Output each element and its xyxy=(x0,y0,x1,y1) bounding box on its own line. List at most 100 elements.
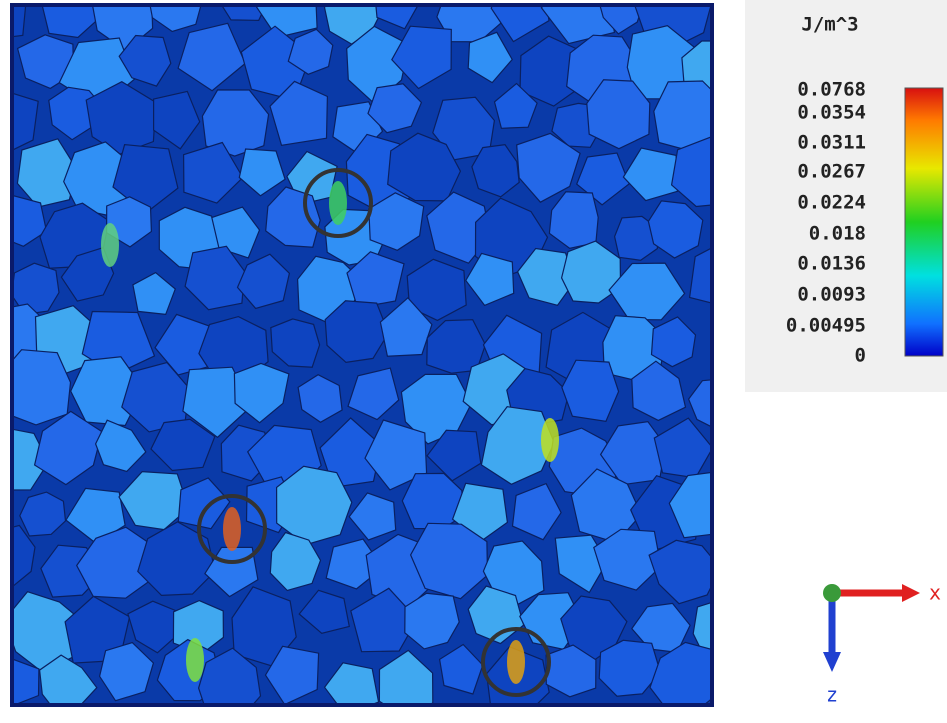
grain xyxy=(648,539,712,605)
grain xyxy=(471,144,520,198)
grain xyxy=(586,79,651,150)
legend-label: 0.0768 xyxy=(797,79,866,101)
grain xyxy=(12,5,27,38)
grain xyxy=(426,429,482,482)
grain xyxy=(467,31,513,84)
grain xyxy=(653,417,712,479)
grain xyxy=(65,487,126,545)
legend-label: 0.0267 xyxy=(797,161,866,183)
grain xyxy=(98,641,155,702)
grain xyxy=(368,192,425,251)
hot-spot xyxy=(101,223,119,267)
grain xyxy=(647,200,704,259)
grain xyxy=(668,471,712,539)
grain xyxy=(238,148,286,197)
grain xyxy=(297,374,343,424)
grain xyxy=(41,5,100,39)
grain xyxy=(688,247,712,304)
grain xyxy=(149,5,202,33)
grain xyxy=(391,25,452,90)
grain xyxy=(650,316,697,368)
grain xyxy=(348,492,397,541)
grain xyxy=(197,647,262,705)
grain xyxy=(236,253,291,310)
grain xyxy=(233,362,290,424)
grain xyxy=(132,271,177,316)
y-axis-dot xyxy=(823,584,841,602)
grain xyxy=(692,601,712,660)
grain xyxy=(254,5,318,39)
grain xyxy=(575,152,630,206)
legend-label: 0.0136 xyxy=(797,253,866,275)
grain xyxy=(12,659,40,705)
grain xyxy=(112,143,179,214)
grain xyxy=(85,81,157,155)
hot-spot xyxy=(329,181,347,225)
grain xyxy=(548,191,599,249)
grain xyxy=(319,417,382,488)
legend-label: 0.0224 xyxy=(797,192,866,214)
hot-spot xyxy=(223,507,241,551)
highlight-circle xyxy=(303,168,373,238)
grain xyxy=(264,645,320,705)
color-bar xyxy=(904,87,944,357)
grain xyxy=(465,252,515,307)
grain xyxy=(182,141,244,204)
grain xyxy=(220,5,267,22)
grain xyxy=(12,92,39,151)
grain xyxy=(16,34,75,90)
x-axis-label: x xyxy=(929,581,941,605)
legend-unit: J/m^3 xyxy=(801,14,858,36)
field-border xyxy=(10,3,714,707)
grain xyxy=(367,83,423,134)
legend-label: 0 xyxy=(855,345,866,367)
grain xyxy=(94,419,147,473)
hot-spot xyxy=(507,640,525,684)
grain xyxy=(269,531,322,592)
grain xyxy=(493,82,538,129)
grain xyxy=(670,136,712,208)
grain xyxy=(599,5,644,35)
grain xyxy=(378,649,434,705)
grain xyxy=(12,524,36,588)
grain xyxy=(404,592,460,650)
grain xyxy=(608,262,686,321)
grain xyxy=(379,296,433,357)
grain xyxy=(64,595,131,664)
hot-spot xyxy=(541,418,559,462)
highlight-circle xyxy=(481,627,551,697)
grain xyxy=(118,34,172,87)
grain xyxy=(270,318,321,368)
grain xyxy=(298,589,350,634)
z-arrowhead xyxy=(823,652,841,672)
grain xyxy=(19,491,67,537)
grain xyxy=(631,360,687,422)
z-axis-label: z xyxy=(826,683,838,707)
axis-triad: x z xyxy=(823,581,941,707)
grain xyxy=(12,262,60,315)
grain xyxy=(364,419,428,491)
legend-label: 0.018 xyxy=(809,223,866,245)
field-view xyxy=(12,5,712,705)
grain xyxy=(438,643,484,695)
grain xyxy=(269,80,329,146)
grain xyxy=(347,367,400,421)
grain xyxy=(649,641,712,705)
grain xyxy=(150,418,216,472)
legend-label: 0.00495 xyxy=(786,315,866,337)
grain xyxy=(33,410,103,486)
legend-label: 0.0093 xyxy=(797,284,866,306)
grain xyxy=(400,373,473,445)
highlight-circle xyxy=(197,494,267,564)
grain xyxy=(323,662,380,705)
hot-spot xyxy=(186,638,204,682)
legend-label: 0.0354 xyxy=(797,102,866,124)
x-arrowhead xyxy=(902,584,920,602)
grain xyxy=(516,132,581,203)
grain xyxy=(12,349,72,426)
grain xyxy=(545,644,597,698)
grain xyxy=(324,300,390,364)
grain xyxy=(387,132,462,202)
